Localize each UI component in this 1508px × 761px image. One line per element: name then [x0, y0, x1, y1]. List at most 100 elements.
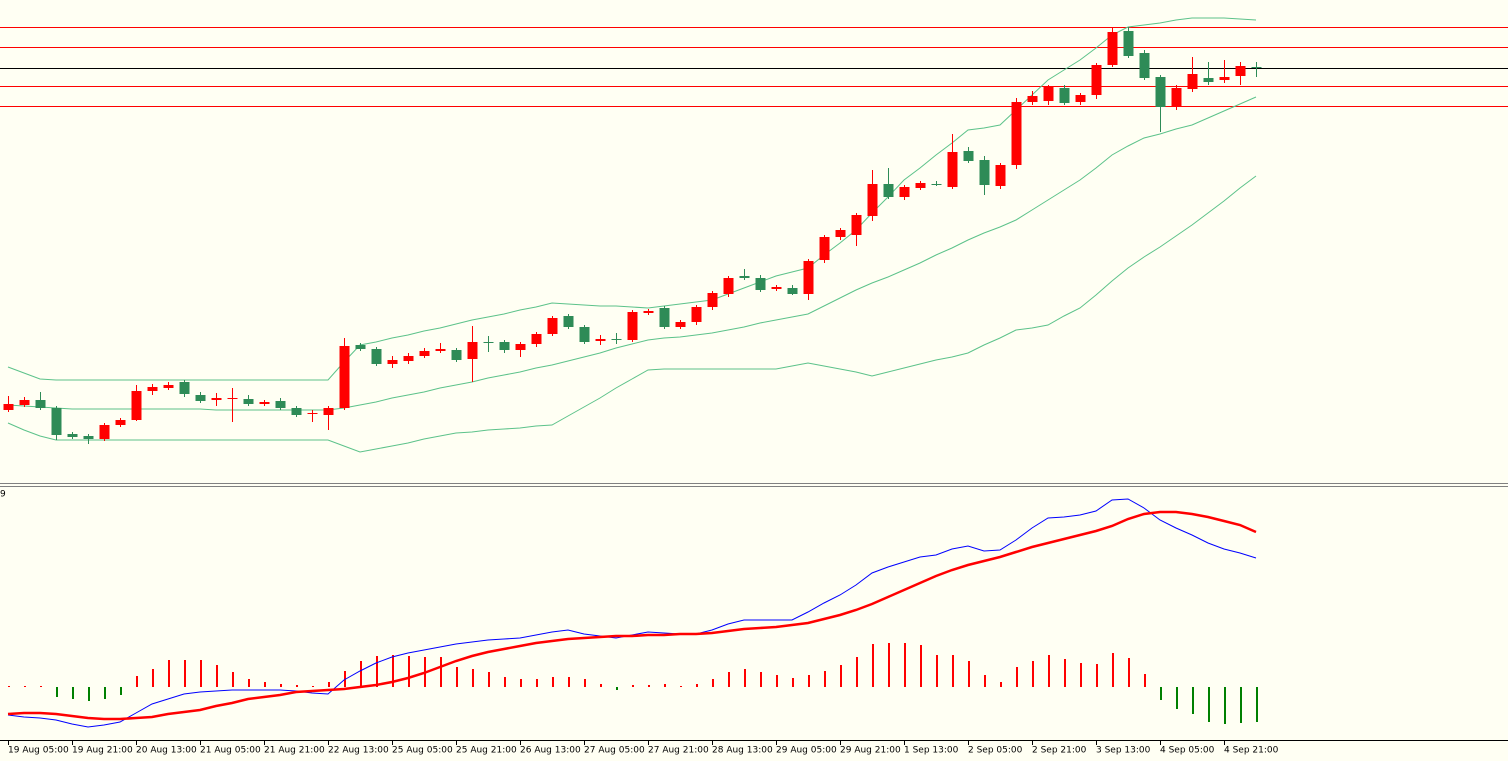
macd-line — [7, 510, 1257, 721]
x-tick-label: 25 Aug 21:00 — [456, 746, 517, 756]
histogram-bar — [1080, 663, 1082, 687]
candle-body — [1155, 77, 1166, 107]
candle-body — [19, 400, 30, 405]
x-tick-label: 21 Aug 05:00 — [200, 746, 261, 756]
histogram-bar — [104, 687, 106, 699]
histogram-bar — [120, 687, 122, 695]
candle-body — [227, 398, 238, 399]
candle-body — [595, 339, 606, 341]
x-tick-label: 3 Sep 13:00 — [1096, 746, 1151, 756]
histogram-bar — [408, 656, 410, 687]
x-tick-label: 28 Aug 13:00 — [712, 746, 773, 756]
histogram-bar — [648, 685, 650, 687]
candle-body — [787, 288, 798, 294]
x-tick-label: 4 Sep 21:00 — [1224, 746, 1279, 756]
candle-body — [1251, 67, 1262, 68]
candle-body — [707, 293, 718, 307]
candle-body — [547, 318, 558, 334]
histogram-bar — [552, 677, 554, 687]
histogram-bar — [840, 665, 842, 687]
histogram-bar — [136, 676, 138, 687]
histogram-bar — [616, 687, 618, 690]
x-tick-label: 27 Aug 21:00 — [648, 746, 709, 756]
candle-body — [1059, 88, 1070, 103]
candle-body — [179, 382, 190, 394]
histogram-bar — [1224, 687, 1226, 724]
histogram-bar — [56, 687, 58, 697]
indicator-label: 9 — [0, 490, 6, 500]
histogram-bar — [392, 655, 394, 687]
x-tick-label: 27 Aug 05:00 — [584, 746, 645, 756]
x-tick-label: 29 Aug 05:00 — [776, 746, 837, 756]
x-tick-label: 25 Aug 05:00 — [392, 746, 453, 756]
histogram-bar — [232, 672, 234, 687]
candle-body — [1011, 102, 1022, 165]
candle-body — [99, 425, 110, 439]
histogram-bar — [728, 672, 730, 687]
histogram-bar — [1096, 664, 1098, 687]
candle-body — [195, 395, 206, 401]
candle-body — [291, 408, 302, 415]
histogram-bar — [520, 679, 522, 687]
histogram-bar — [856, 657, 858, 687]
candle-body — [371, 349, 382, 364]
histogram-bar — [696, 684, 698, 687]
candle-body — [611, 339, 622, 340]
histogram-bar — [8, 686, 10, 687]
candle-body — [803, 261, 814, 294]
candle-body — [563, 316, 574, 327]
histogram-bar — [1032, 661, 1034, 687]
candle-body — [483, 342, 494, 343]
histogram-bar — [664, 684, 666, 687]
histogram-bar — [1048, 655, 1050, 687]
histogram-bar — [936, 655, 938, 687]
candle-body — [3, 404, 14, 410]
candle-body — [1203, 78, 1214, 82]
candle-body — [131, 391, 142, 420]
candle-body — [211, 398, 222, 400]
candle-body — [323, 408, 334, 415]
histogram-bar — [200, 660, 202, 687]
candle-body — [915, 183, 926, 188]
histogram-bar — [1208, 687, 1210, 722]
candle-body — [867, 184, 878, 216]
candle-body — [739, 276, 750, 278]
histogram-bar — [312, 686, 314, 687]
histogram-bar — [808, 675, 810, 687]
histogram-bar — [600, 684, 602, 687]
candle-body — [1123, 31, 1134, 56]
candle-body — [1107, 32, 1118, 65]
x-tick-label: 19 Aug 21:00 — [72, 746, 133, 756]
candle-body — [1043, 87, 1054, 101]
candle-body — [531, 334, 542, 344]
histogram-bar — [248, 679, 250, 687]
histogram-bar — [1144, 674, 1146, 687]
candle-body — [403, 356, 414, 361]
histogram-bar — [440, 657, 442, 687]
histogram-bar — [568, 677, 570, 687]
histogram-bar — [1016, 667, 1018, 687]
candle-body — [675, 322, 686, 327]
histogram-bar — [952, 655, 954, 687]
candle-body — [435, 349, 446, 351]
histogram-bar — [360, 661, 362, 687]
candle-body — [643, 311, 654, 313]
candle-body — [755, 278, 766, 290]
candle-body — [67, 434, 78, 437]
candle-body — [627, 312, 638, 340]
candle-body — [1027, 96, 1038, 102]
histogram-bar — [88, 687, 90, 701]
x-tick-label: 19 Aug 05:00 — [8, 746, 69, 756]
candle-body — [339, 346, 350, 408]
histogram-bar — [1240, 687, 1242, 723]
candle-body — [899, 187, 910, 197]
candle-body — [355, 345, 366, 349]
histogram-bar — [488, 672, 490, 687]
histogram-bar — [40, 686, 42, 687]
x-tick-label: 2 Sep 21:00 — [1032, 746, 1087, 756]
histogram-bar — [1112, 653, 1114, 687]
histogram-bar — [584, 679, 586, 687]
candle-body — [83, 436, 94, 439]
candle-body — [947, 152, 958, 187]
